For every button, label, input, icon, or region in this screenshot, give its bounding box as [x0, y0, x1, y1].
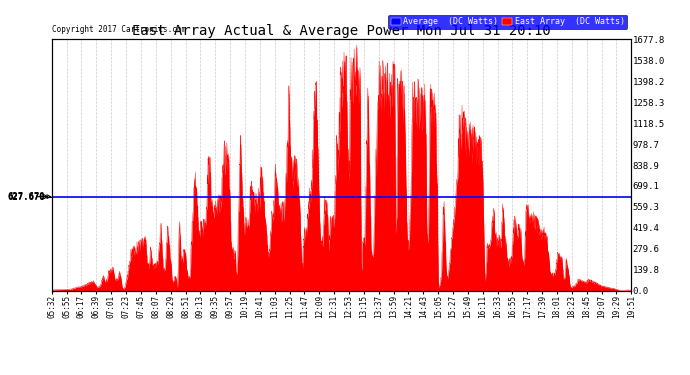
Title: East Array Actual & Average Power Mon Jul 31 20:10: East Array Actual & Average Power Mon Ju…	[132, 24, 551, 38]
Legend: Average  (DC Watts), East Array  (DC Watts): Average (DC Watts), East Array (DC Watts…	[388, 15, 627, 28]
Text: 627.670: 627.670	[7, 192, 51, 201]
Text: Copyright 2017 Cartronics.com: Copyright 2017 Cartronics.com	[52, 26, 186, 34]
